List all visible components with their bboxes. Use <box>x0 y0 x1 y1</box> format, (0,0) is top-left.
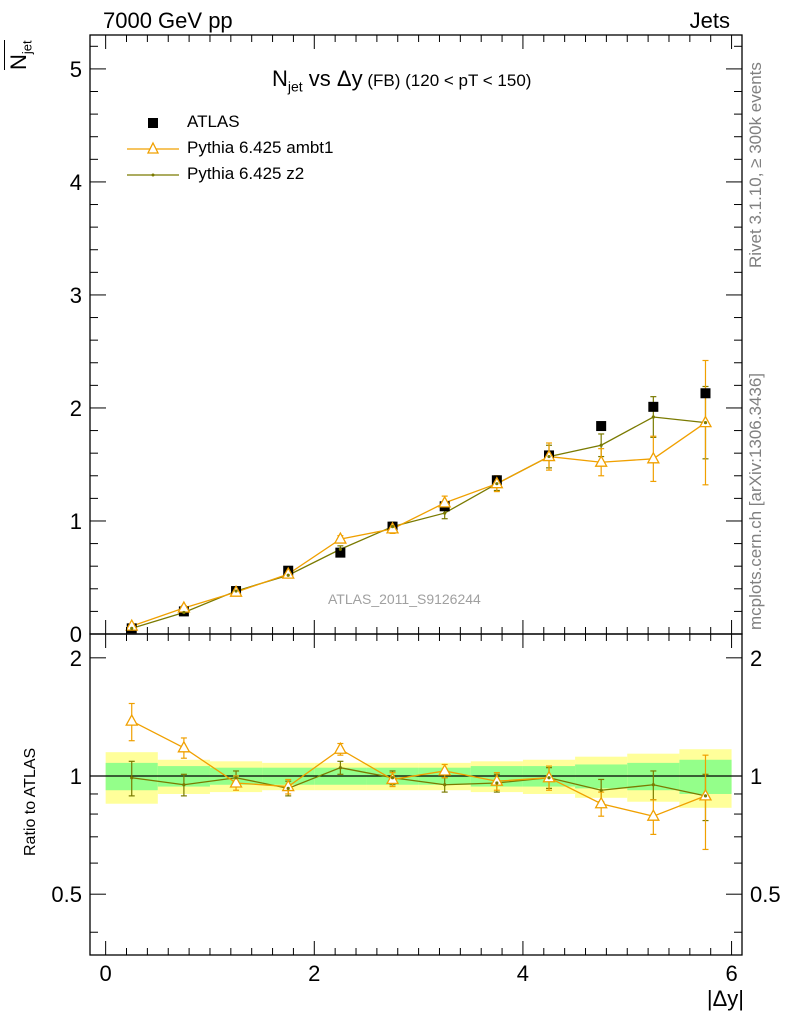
ambt1-ratio-point <box>333 741 347 754</box>
legend-line-icon <box>127 173 179 177</box>
ambt1-ratio-point <box>125 713 139 726</box>
series-layer <box>125 359 713 851</box>
ambt1-point <box>438 495 452 508</box>
z2-ratio-point <box>338 766 342 770</box>
ambt1-line <box>131 422 706 627</box>
ratio-tick-label: 0.5 <box>51 882 82 907</box>
ratio-tick-label-right: 2 <box>750 646 762 671</box>
z2-point <box>651 415 655 419</box>
axes-frame <box>89 34 743 956</box>
z2-ratio-point <box>599 788 603 792</box>
z2-line <box>131 416 706 629</box>
z2-point <box>547 454 551 459</box>
title-n-sub: jet <box>287 78 303 95</box>
atlas-point <box>335 547 346 558</box>
ambt1-point <box>646 451 660 464</box>
legend-label: Pythia 6.425 ambt1 <box>187 138 334 157</box>
title-fb: (FB) <box>362 71 406 90</box>
upper-frame <box>89 34 743 635</box>
z2-ratio-point <box>286 786 290 790</box>
ambt1-ratio-point <box>229 775 243 788</box>
ratio-tick-label-right: 1 <box>750 764 762 789</box>
x-tick-label: 4 <box>517 961 529 986</box>
z2-point <box>495 482 499 486</box>
z2-ratio-point <box>130 776 134 780</box>
atlas-point <box>700 388 711 399</box>
z2-ratio-point <box>182 783 186 787</box>
z2-ratio-point <box>234 776 238 780</box>
legend-label: ATLAS <box>187 112 240 131</box>
z2-point <box>130 626 134 630</box>
z2-point <box>286 573 290 577</box>
z2-point <box>390 525 395 529</box>
z2-ratio-line <box>131 767 706 797</box>
legend: ATLAS Pythia 6.425 ambt1 Pythia 6.425 z2 <box>125 112 385 192</box>
title-range: (120 < pT < 150) <box>405 71 532 90</box>
z2-point <box>443 511 447 515</box>
z2-point <box>338 547 342 551</box>
legend-square-icon <box>148 118 158 128</box>
ratio-frame <box>89 633 743 956</box>
ambt1-ratio-point <box>490 773 504 786</box>
z2-ratio-point <box>651 783 655 787</box>
title-vs: vs <box>302 66 337 91</box>
title-n: N <box>272 66 288 91</box>
ambt1-ratio-line <box>131 720 706 817</box>
ambt1-ratio-point <box>281 779 295 792</box>
z2-ratio-point <box>547 776 551 780</box>
ambt1-point <box>594 454 608 467</box>
title-dy: Δy <box>336 66 363 91</box>
x-tick-label: 0 <box>100 961 112 986</box>
z2-ratio-point <box>703 794 708 798</box>
z2-ratio-point <box>390 776 395 780</box>
x-tick-label: 6 <box>725 961 737 986</box>
z2-point <box>703 421 708 425</box>
z2-ratio-point <box>443 783 447 787</box>
ambt1-ratio-point <box>594 796 608 809</box>
ratio-tick-label-right: 0.5 <box>750 882 781 907</box>
ambt1-point <box>281 566 295 579</box>
legend-label: Pythia 6.425 z2 <box>187 164 305 183</box>
ambt1-point <box>125 618 139 631</box>
ratio-tick-label: 1 <box>70 764 82 789</box>
z2-point <box>599 443 603 447</box>
ambt1-ratio-point <box>177 740 191 753</box>
y-tick-label: 1 <box>70 509 82 534</box>
legend-triangle-icon <box>127 141 179 154</box>
z2-ratio-point <box>495 781 499 785</box>
ambt1-ratio-point <box>646 808 660 821</box>
y-tick-label: 3 <box>70 283 82 308</box>
y-tick-label: 4 <box>70 170 82 195</box>
y-tick-label: 2 <box>70 396 82 421</box>
energy-label: 7000 GeV pp <box>103 8 233 33</box>
atlas-point <box>648 401 659 412</box>
ambt1-point <box>333 531 347 544</box>
analysis-watermark: ATLAS_2011_S9126244 <box>328 591 481 607</box>
x-axis-label: |Δy| <box>706 986 744 1011</box>
ratio-tick-label: 2 <box>70 646 82 671</box>
y-tick-label: 5 <box>70 57 82 82</box>
z2-point <box>182 610 186 615</box>
x-tick-label: 2 <box>308 961 320 986</box>
y-tick-label: 0 <box>70 622 82 647</box>
ambt1-ratio-point <box>438 763 452 776</box>
z2-point <box>234 589 238 593</box>
atlas-point <box>596 421 607 432</box>
plot-title: Njet vs Δy (FB) (120 < pT < 150) <box>272 66 531 94</box>
process-label: Jets <box>689 8 730 33</box>
